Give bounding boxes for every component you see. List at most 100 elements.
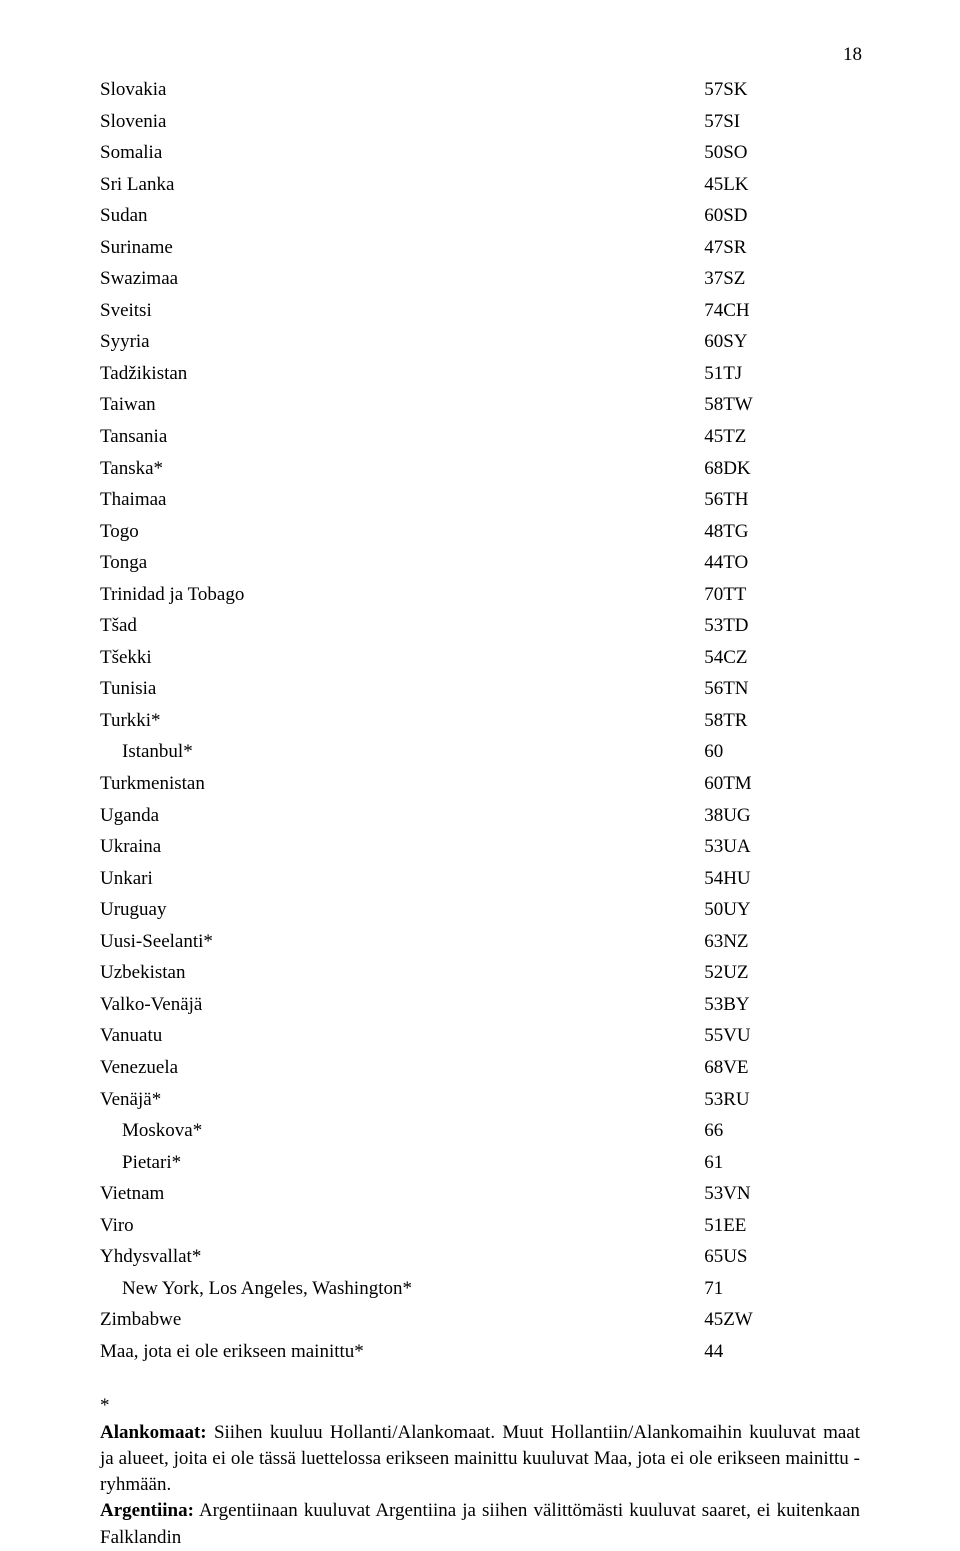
country-code: UG — [723, 800, 860, 832]
table-row: Slovakia57SK — [100, 74, 860, 106]
country-name-cell: Venäjä* — [100, 1084, 586, 1116]
table-row: Valko-Venäjä53BY — [100, 989, 860, 1021]
table-row: Turkki*58TR — [100, 705, 860, 737]
table-row: Uusi-Seelanti*63NZ — [100, 926, 860, 958]
country-code: VE — [723, 1052, 860, 1084]
country-name-cell: Turkki* — [100, 705, 586, 737]
country-code: ZW — [723, 1304, 860, 1336]
country-code — [723, 736, 860, 768]
page-number: 18 — [843, 44, 862, 66]
allowance-value: 55 — [586, 1020, 723, 1052]
allowance-value: 68 — [586, 1052, 723, 1084]
country-code: CZ — [723, 642, 860, 674]
country-name-cell: Tansania — [100, 421, 586, 453]
table-row: Turkmenistan60TM — [100, 768, 860, 800]
country-name-cell: Pietari* — [100, 1147, 586, 1179]
country-name-cell: Tadžikistan — [100, 358, 586, 390]
country-name-cell: Suriname — [100, 232, 586, 264]
country-code: SY — [723, 326, 860, 358]
allowance-value: 53 — [586, 989, 723, 1021]
allowance-value: 47 — [586, 232, 723, 264]
table-row: Sveitsi74CH — [100, 295, 860, 327]
country-code: LK — [723, 169, 860, 201]
allowance-value: 56 — [586, 673, 723, 705]
footnote-argentiina-text: Argentiinaan kuuluvat Argentiina ja siih… — [100, 1500, 860, 1547]
country-name-cell: Uusi-Seelanti* — [100, 926, 586, 958]
table-row: Somalia50SO — [100, 137, 860, 169]
country-name-cell: Sri Lanka — [100, 169, 586, 201]
footnote-block: * Alankomaat: Siihen kuuluu Hollanti/Ala… — [100, 1393, 860, 1550]
country-name-cell: Taiwan — [100, 389, 586, 421]
country-name-cell: Valko-Venäjä — [100, 989, 586, 1021]
allowance-value: 45 — [586, 421, 723, 453]
allowance-value: 60 — [586, 736, 723, 768]
allowance-value: 51 — [586, 358, 723, 390]
table-row: Tadžikistan51TJ — [100, 358, 860, 390]
table-row: Swazimaa37SZ — [100, 263, 860, 295]
table-row: Tšad53TD — [100, 610, 860, 642]
table-row: Vanuatu55VU — [100, 1020, 860, 1052]
country-name-cell: Thaimaa — [100, 484, 586, 516]
allowance-value: 70 — [586, 579, 723, 611]
table-row: Unkari54HU — [100, 863, 860, 895]
table-row: Venezuela68VE — [100, 1052, 860, 1084]
allowance-value: 58 — [586, 705, 723, 737]
country-code — [723, 1115, 860, 1147]
allowance-value: 60 — [586, 326, 723, 358]
country-name-cell: Uganda — [100, 800, 586, 832]
allowance-value: 57 — [586, 106, 723, 138]
country-name-cell: Trinidad ja Tobago — [100, 579, 586, 611]
country-code: US — [723, 1241, 860, 1273]
footnote-alankomaat-text: Siihen kuuluu Hollanti/Alankomaat. Muut … — [100, 1422, 860, 1495]
table-row: Thaimaa56TH — [100, 484, 860, 516]
table-row: Moskova*66 — [100, 1115, 860, 1147]
country-name-cell: Vanuatu — [100, 1020, 586, 1052]
allowance-value: 54 — [586, 642, 723, 674]
country-name: Istanbul* — [100, 738, 193, 766]
country-code: EE — [723, 1210, 860, 1242]
country-code: TO — [723, 547, 860, 579]
table-row: Taiwan58TW — [100, 389, 860, 421]
country-code: UZ — [723, 957, 860, 989]
country-code: CH — [723, 295, 860, 327]
country-code — [723, 1147, 860, 1179]
country-name-cell: Uruguay — [100, 894, 586, 926]
country-name-cell: Slovakia — [100, 74, 586, 106]
country-name-cell: Istanbul* — [100, 736, 586, 768]
table-row: Zimbabwe45ZW — [100, 1304, 860, 1336]
country-name-cell: Tšekki — [100, 642, 586, 674]
country-name-cell: Maa, jota ei ole erikseen mainittu* — [100, 1336, 586, 1368]
country-name-cell: Togo — [100, 516, 586, 548]
table-row: Sri Lanka45LK — [100, 169, 860, 201]
table-row: Suriname47SR — [100, 232, 860, 264]
allowance-value: 48 — [586, 516, 723, 548]
allowance-value: 68 — [586, 453, 723, 485]
country-name-cell: New York, Los Angeles, Washington* — [100, 1273, 586, 1305]
allowance-value: 71 — [586, 1273, 723, 1305]
allowance-value: 53 — [586, 831, 723, 863]
table-row: Uzbekistan52UZ — [100, 957, 860, 989]
allowance-value: 44 — [586, 1336, 723, 1368]
country-code: SO — [723, 137, 860, 169]
country-code: RU — [723, 1084, 860, 1116]
country-code: TW — [723, 389, 860, 421]
country-name: Moskova* — [100, 1117, 202, 1145]
table-row: Ukraina53UA — [100, 831, 860, 863]
country-name-cell: Somalia — [100, 137, 586, 169]
allowance-value: 53 — [586, 1084, 723, 1116]
country-code: TR — [723, 705, 860, 737]
country-name-cell: Vietnam — [100, 1178, 586, 1210]
country-name-cell: Yhdysvallat* — [100, 1241, 586, 1273]
table-row: Vietnam53VN — [100, 1178, 860, 1210]
table-row: Uruguay50UY — [100, 894, 860, 926]
country-name-cell: Tanska* — [100, 453, 586, 485]
allowance-value: 37 — [586, 263, 723, 295]
footnote-argentiina-label: Argentiina: — [100, 1500, 194, 1521]
table-row: Tšekki54CZ — [100, 642, 860, 674]
table-row: Pietari*61 — [100, 1147, 860, 1179]
country-code: TZ — [723, 421, 860, 453]
allowance-value: 60 — [586, 200, 723, 232]
country-name-cell: Viro — [100, 1210, 586, 1242]
allowance-value: 60 — [586, 768, 723, 800]
country-code: SK — [723, 74, 860, 106]
